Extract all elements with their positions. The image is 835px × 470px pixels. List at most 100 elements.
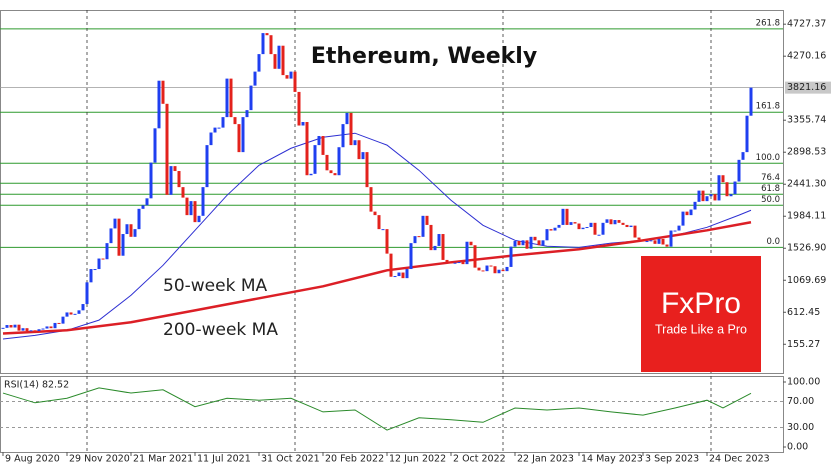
- y-tick-label: 1526.90: [787, 243, 826, 254]
- candle: [45, 326, 49, 329]
- x-tick-label: 31 Oct 2021: [261, 454, 320, 465]
- x-tick-label: 3 Sep 2023: [645, 454, 699, 465]
- rsi-line: [2, 387, 752, 431]
- fib-label: 261.8: [756, 18, 780, 28]
- candle: [105, 243, 109, 260]
- candle: [733, 181, 737, 195]
- candle: [729, 194, 733, 197]
- candle: [497, 269, 501, 274]
- candle: [9, 325, 13, 328]
- candle: [529, 236, 533, 249]
- candle: [57, 322, 61, 324]
- candle: [277, 45, 281, 69]
- main-panel: [0, 10, 784, 374]
- candle: [541, 240, 545, 246]
- rsi-tick-label: 0.00: [787, 441, 808, 452]
- rsi-tick-label: 30.00: [787, 422, 814, 433]
- candle: [669, 230, 673, 247]
- candle: [49, 326, 53, 329]
- candle: [465, 241, 469, 265]
- candle: [141, 205, 145, 209]
- candle: [373, 211, 377, 216]
- candle: [369, 187, 373, 212]
- candle: [641, 239, 645, 242]
- candle: [161, 80, 165, 104]
- candle: [397, 272, 401, 277]
- candle: [505, 266, 509, 272]
- candle: [393, 276, 397, 278]
- candle: [637, 237, 641, 240]
- candle: [185, 197, 189, 216]
- last-price-label: 3821.16: [787, 82, 826, 93]
- candle: [513, 241, 517, 247]
- candle: [25, 328, 29, 331]
- candle: [221, 117, 225, 128]
- candle: [321, 136, 325, 155]
- candle: [477, 267, 481, 271]
- candle: [213, 127, 217, 133]
- candle: [21, 328, 25, 331]
- logo-brand: FxPro: [661, 287, 741, 320]
- candle: [629, 225, 633, 228]
- candle: [181, 187, 185, 198]
- candle: [469, 241, 473, 246]
- candle: [37, 329, 41, 331]
- moving-average: [2, 132, 752, 340]
- candle: [13, 324, 17, 328]
- candle: [413, 236, 417, 244]
- candle: [365, 152, 369, 188]
- candle: [381, 229, 385, 231]
- candle: [361, 152, 365, 160]
- candle: [657, 238, 661, 244]
- candle: [85, 282, 89, 305]
- candle: [445, 259, 449, 263]
- candle: [77, 310, 81, 314]
- candle: [193, 201, 197, 223]
- x-tick-label: 2 Oct 2022: [453, 454, 506, 465]
- y-tick-label: 2441.30: [787, 179, 826, 190]
- candle: [509, 246, 513, 267]
- candle: [461, 262, 465, 265]
- logo-box: [641, 256, 761, 372]
- candle: [433, 245, 437, 251]
- y-tick-label: 2898.53: [787, 147, 826, 158]
- candle: [297, 91, 301, 126]
- candle: [709, 194, 713, 197]
- candle: [717, 175, 721, 201]
- chart-title: Ethereum, Weekly: [311, 44, 537, 69]
- candle: [149, 162, 153, 199]
- candle: [209, 132, 213, 146]
- x-tick-label: 14 May 2023: [581, 454, 643, 465]
- candle: [485, 265, 489, 272]
- candle: [237, 124, 241, 153]
- rsi-label: RSI(14) 82.52: [4, 380, 69, 391]
- candle: [697, 190, 701, 202]
- rsi-panel: [0, 376, 784, 453]
- candle: [349, 112, 353, 146]
- candle: [589, 222, 593, 228]
- candle: [737, 159, 741, 182]
- candle: [121, 234, 125, 256]
- candle: [53, 322, 57, 329]
- x-tick-label: 9 Aug 2020: [5, 454, 60, 465]
- y-tick-label: 4270.16: [787, 51, 826, 62]
- y-tick-label: 4727.37: [787, 19, 826, 30]
- candle: [357, 140, 361, 160]
- candle: [285, 75, 289, 79]
- candle: [713, 194, 717, 201]
- ma-annotation: 200-week MA: [163, 320, 278, 340]
- candle: [301, 122, 305, 126]
- candle: [681, 211, 685, 226]
- candle: [521, 240, 525, 246]
- candle: [341, 124, 345, 148]
- candle: [245, 110, 249, 118]
- candle: [617, 220, 621, 223]
- candle: [745, 115, 749, 153]
- fib-label: 0.0: [766, 237, 780, 247]
- candle: [61, 316, 65, 324]
- candle: [385, 229, 389, 254]
- ma-annotation: 50-week MA: [163, 276, 268, 296]
- candle: [609, 219, 613, 225]
- candle: [473, 245, 477, 268]
